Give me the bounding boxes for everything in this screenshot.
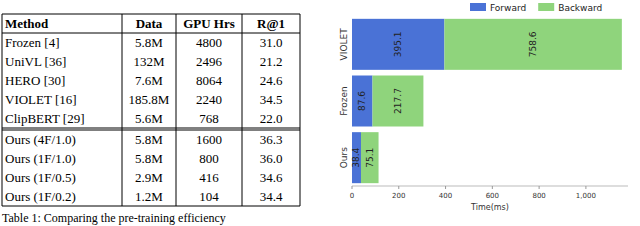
tick-mark bbox=[352, 186, 353, 189]
table-rule bbox=[2, 128, 300, 129]
table-cell: 34.4 bbox=[260, 189, 283, 204]
table-cell: VIOLET [16] bbox=[5, 92, 77, 107]
bar-segment bbox=[352, 19, 444, 70]
legend-swatch bbox=[470, 3, 486, 11]
table-cell: Ours (1F/0.5) bbox=[5, 170, 76, 185]
legend-label: Forward bbox=[490, 3, 526, 13]
table-cell: 21.2 bbox=[260, 54, 283, 69]
table-cell: 24.6 bbox=[260, 73, 283, 88]
table-cell: Frozen [4] bbox=[5, 35, 60, 50]
data-label: 395.1 bbox=[393, 31, 403, 57]
figure: Method Data GPU Hrs R@1 Frozen [4] 5.8M 4800 31… bbox=[0, 0, 640, 226]
chart: 395.1 758.6 87.6 217.7 38.4 75.1 VIOLET Frozen O… bbox=[339, 3, 628, 213]
table-column-rule bbox=[242, 14, 243, 206]
table-cell: ClipBERT [29] bbox=[5, 111, 85, 126]
bar-segment bbox=[352, 76, 372, 127]
table-cell: 2496 bbox=[196, 54, 223, 69]
tick-mark bbox=[445, 186, 446, 189]
data-label: 217.7 bbox=[393, 88, 403, 114]
table-cell: 34.5 bbox=[260, 92, 283, 107]
table-cell: 22.0 bbox=[260, 111, 283, 126]
table-cell: UniVL [36] bbox=[5, 54, 66, 69]
table-rule bbox=[2, 14, 300, 15]
table-cell: 5.6M bbox=[135, 111, 163, 126]
table-cell: Ours (1F/0.2) bbox=[5, 189, 76, 204]
caption: Table 1: Comparing the pre-training effi… bbox=[2, 211, 226, 225]
category-label: Frozen bbox=[339, 86, 349, 116]
tick-mark bbox=[585, 186, 586, 189]
table-cell: Ours (1F/1.0) bbox=[5, 151, 76, 166]
tick-label: 200 bbox=[392, 192, 405, 200]
table-column-rule bbox=[2, 14, 3, 206]
table-cell: 1.2M bbox=[135, 189, 163, 204]
table-cell: 34.6 bbox=[260, 170, 283, 185]
bar-segment bbox=[372, 76, 423, 127]
table-rule bbox=[2, 33, 300, 34]
table-column-rule bbox=[300, 14, 301, 206]
legend-label: Backward bbox=[558, 3, 602, 13]
table-cell: 104 bbox=[199, 189, 219, 204]
table-cell: Ours (4F/1.0) bbox=[5, 132, 76, 147]
table: Method Data GPU Hrs R@1 Frozen [4] 5.8M 4800 31… bbox=[2, 14, 300, 206]
table-cell: HERO [30] bbox=[5, 73, 65, 88]
table-cell: Data bbox=[136, 16, 163, 31]
bar-segment bbox=[361, 132, 379, 183]
tick-label: 600 bbox=[486, 192, 499, 200]
table-rule bbox=[2, 130, 300, 131]
data-label: 75.1 bbox=[365, 148, 375, 168]
table-cell: 5.8M bbox=[135, 151, 163, 166]
table-cell: Method bbox=[5, 16, 49, 31]
tick-label: 800 bbox=[532, 192, 545, 200]
tick-mark bbox=[398, 186, 399, 189]
tick-label: 0 bbox=[350, 192, 354, 200]
bars bbox=[352, 19, 622, 183]
data-label: 758.6 bbox=[528, 31, 538, 57]
table-cell: 7.6M bbox=[135, 73, 163, 88]
bar-segment bbox=[352, 132, 361, 183]
bar-segment bbox=[444, 19, 621, 70]
table-cell: 36.0 bbox=[260, 151, 283, 166]
tick-mark bbox=[492, 186, 493, 189]
table-rule bbox=[2, 206, 300, 207]
table-cell: 1600 bbox=[196, 132, 222, 147]
tick-label: 1,000 bbox=[576, 192, 596, 200]
legend: Forward Backward bbox=[470, 3, 602, 13]
table-cell: 36.3 bbox=[260, 132, 283, 147]
category-label: VIOLET bbox=[339, 28, 349, 61]
table-cell: 185.8M bbox=[129, 92, 170, 107]
data-labels: 395.1 758.6 87.6 217.7 38.4 75.1 bbox=[351, 31, 538, 168]
table-cell: 5.8M bbox=[135, 35, 163, 50]
table-column-rule bbox=[176, 14, 177, 206]
table-cell: 31.0 bbox=[260, 35, 283, 50]
table-cell: R@1 bbox=[257, 16, 285, 31]
table-cell: GPU Hrs bbox=[183, 16, 235, 31]
tick-label: 400 bbox=[439, 192, 452, 200]
data-label: 87.6 bbox=[357, 91, 367, 111]
table-cell: 132M bbox=[133, 54, 165, 69]
table-cell: 2.9M bbox=[135, 170, 163, 185]
table-cell: 5.8M bbox=[135, 132, 163, 147]
legend-swatch bbox=[538, 3, 554, 11]
table-column-rule bbox=[122, 14, 123, 206]
data-label: 38.4 bbox=[351, 147, 361, 167]
table-cell: 4800 bbox=[196, 35, 222, 50]
table-cell: 416 bbox=[199, 170, 219, 185]
tick-mark bbox=[539, 186, 540, 189]
axis-title: Time(ms) bbox=[470, 203, 509, 212]
table-cell: 8064 bbox=[196, 73, 223, 88]
category-label: Ours bbox=[339, 147, 349, 168]
table-cell: 2240 bbox=[196, 92, 222, 107]
table-cell: 768 bbox=[199, 111, 219, 126]
table-cell: 800 bbox=[199, 151, 219, 166]
x-axis bbox=[352, 186, 628, 187]
